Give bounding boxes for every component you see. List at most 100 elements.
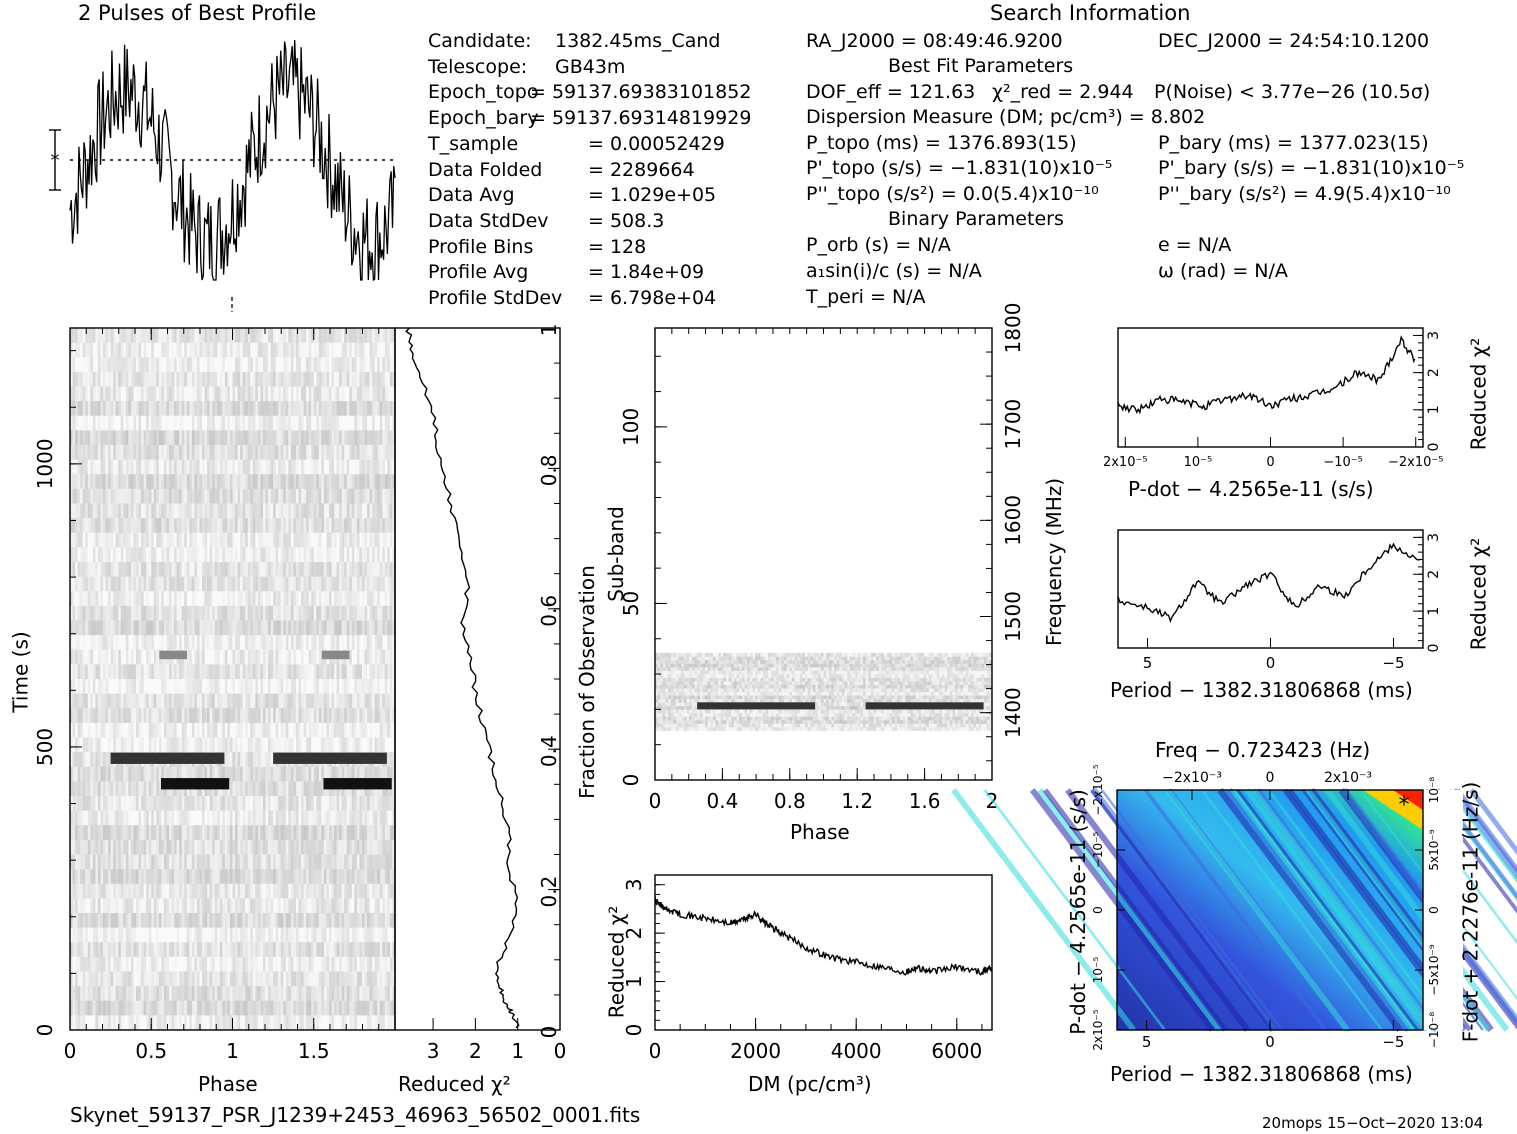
tp-cell bbox=[80, 855, 83, 870]
tp-cell bbox=[116, 825, 119, 840]
tp-cell bbox=[116, 591, 119, 606]
tp-cell bbox=[85, 869, 88, 884]
tp-cell bbox=[258, 328, 261, 343]
tp-cell bbox=[207, 504, 210, 519]
tp-cell bbox=[319, 825, 322, 840]
tp-cell bbox=[172, 504, 175, 519]
tp-cell bbox=[380, 547, 383, 562]
tp-cell bbox=[164, 679, 167, 694]
tp-cell bbox=[271, 430, 274, 445]
tp-cell bbox=[151, 825, 154, 840]
tp-cell bbox=[164, 533, 167, 548]
tp-cell bbox=[177, 694, 180, 709]
tp-cell bbox=[159, 738, 162, 753]
tp-cell bbox=[227, 664, 230, 679]
tp-cell bbox=[98, 708, 101, 723]
tp-cell bbox=[164, 401, 167, 416]
tp-cell bbox=[133, 723, 136, 738]
tp-cell bbox=[344, 489, 347, 504]
tp-cell bbox=[123, 401, 126, 416]
tp-cell bbox=[85, 781, 88, 796]
tp-cell bbox=[154, 650, 157, 665]
tp-cell bbox=[258, 562, 261, 577]
tp-cell bbox=[367, 474, 370, 489]
tp-cell bbox=[344, 694, 347, 709]
tp-cell bbox=[380, 694, 383, 709]
tp-cell bbox=[83, 869, 86, 884]
tp-cell bbox=[149, 401, 152, 416]
tp-cell bbox=[271, 460, 274, 475]
tp-cell bbox=[123, 562, 126, 577]
tp-cell bbox=[311, 767, 314, 782]
tp-cell bbox=[156, 518, 159, 533]
tp-cell bbox=[291, 796, 294, 811]
tp-cell bbox=[93, 533, 96, 548]
tp-cell bbox=[347, 445, 350, 460]
tp-cell bbox=[164, 547, 167, 562]
tp-cell bbox=[212, 533, 215, 548]
tp-cell bbox=[253, 387, 256, 402]
tp-cell bbox=[146, 357, 149, 372]
tp-cell bbox=[311, 401, 314, 416]
tp-cell bbox=[245, 635, 248, 650]
tp-cell bbox=[240, 430, 243, 445]
tp-cell bbox=[139, 401, 142, 416]
tp-cell bbox=[217, 591, 220, 606]
tp-cell bbox=[126, 445, 129, 460]
tp-cell bbox=[108, 840, 111, 855]
tp-cell bbox=[354, 401, 357, 416]
tp-cell bbox=[222, 884, 225, 899]
profile-star: * bbox=[51, 150, 60, 171]
tp-cell bbox=[263, 518, 266, 533]
tp-cell bbox=[347, 708, 350, 723]
tp-cell bbox=[258, 752, 261, 767]
tp-cell bbox=[375, 474, 378, 489]
tp-cell bbox=[161, 738, 164, 753]
tp-cell bbox=[141, 577, 144, 592]
tp-cell bbox=[260, 328, 263, 343]
tp-cell bbox=[202, 518, 205, 533]
tp-cell bbox=[382, 357, 385, 372]
tp-cell bbox=[316, 430, 319, 445]
tp-cell bbox=[380, 635, 383, 650]
tp-cell bbox=[106, 840, 109, 855]
tp-cell bbox=[113, 840, 116, 855]
tp-cell bbox=[301, 518, 304, 533]
tp-cell bbox=[133, 445, 136, 460]
tp-cell bbox=[189, 357, 192, 372]
tp-cell bbox=[266, 621, 269, 636]
tp-cell bbox=[362, 825, 365, 840]
tp-cell bbox=[276, 679, 279, 694]
tp-cell bbox=[184, 664, 187, 679]
tp-cell bbox=[283, 445, 286, 460]
tp-cell bbox=[199, 591, 202, 606]
tp-cell bbox=[220, 796, 223, 811]
tp-cell bbox=[108, 401, 111, 416]
tp-cell bbox=[207, 825, 210, 840]
tp-cell bbox=[344, 723, 347, 738]
tp-cell bbox=[301, 635, 304, 650]
tp-cell bbox=[123, 650, 126, 665]
tp-cell bbox=[126, 708, 129, 723]
tp-cell bbox=[217, 343, 220, 358]
tp-cell bbox=[156, 723, 159, 738]
tp-cell bbox=[235, 606, 238, 621]
tp-cell bbox=[136, 884, 139, 899]
tp-cell bbox=[212, 577, 215, 592]
tp-cell bbox=[362, 445, 365, 460]
tp-cell bbox=[271, 811, 274, 826]
tp-cell bbox=[291, 869, 294, 884]
tp-cell bbox=[202, 474, 205, 489]
tp-cell bbox=[266, 694, 269, 709]
tp-cell bbox=[352, 372, 355, 387]
tp-cell bbox=[78, 664, 81, 679]
tp-cell bbox=[131, 840, 134, 855]
tp-cell bbox=[342, 679, 345, 694]
tp-cell bbox=[80, 708, 83, 723]
tp-cell bbox=[339, 445, 342, 460]
tp-cell bbox=[146, 577, 149, 592]
tp-cell bbox=[326, 416, 329, 431]
tp-cell bbox=[278, 723, 281, 738]
tp-cell bbox=[273, 489, 276, 504]
tp-cell bbox=[85, 752, 88, 767]
